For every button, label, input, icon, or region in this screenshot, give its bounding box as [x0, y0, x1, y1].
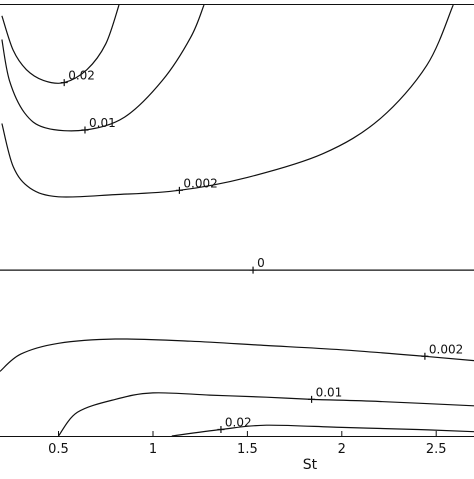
contour-label-marker-6	[217, 426, 224, 433]
x-tick-label-4: 2.5	[426, 442, 447, 457]
contour-label-4: 0.002	[429, 342, 463, 356]
x-tick-label-1: 1	[149, 442, 157, 457]
contour-line-4	[0, 339, 474, 371]
contour-line-2	[2, 5, 453, 197]
contour-label-marker-5	[308, 396, 315, 403]
x-tick-label-3: 2	[338, 442, 346, 457]
x-tick-label-0: 0.5	[48, 442, 69, 457]
contour-line-6	[172, 425, 474, 436]
contour-label-0: 0.02	[68, 69, 95, 83]
contour-labels-layer: 0.02 0.01 0.002 0 0.002 0.01 0.02	[61, 69, 464, 433]
contour-label-marker-2	[176, 187, 183, 194]
contour-label-marker-0	[61, 79, 68, 86]
contour-label-marker-3	[250, 267, 257, 274]
contour-label-1: 0.01	[89, 116, 116, 130]
contour-label-3: 0	[257, 256, 265, 270]
x-axis-ticks: 0.5 1 1.5 2 2.5	[48, 431, 446, 457]
contour-label-2: 0.002	[183, 176, 217, 190]
contour-label-marker-1	[81, 126, 88, 133]
contour-line-0	[2, 5, 119, 83]
contour-line-1	[2, 5, 204, 131]
contour-label-6: 0.02	[225, 416, 252, 430]
contour-label-5: 0.01	[316, 385, 343, 399]
x-tick-label-2: 1.5	[237, 442, 258, 457]
contour-label-marker-4	[421, 353, 428, 360]
x-axis-label: St	[303, 457, 318, 473]
